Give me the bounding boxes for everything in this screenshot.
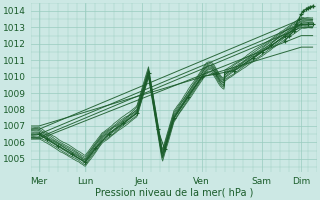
X-axis label: Pression niveau de la mer( hPa ): Pression niveau de la mer( hPa ) <box>95 187 253 197</box>
